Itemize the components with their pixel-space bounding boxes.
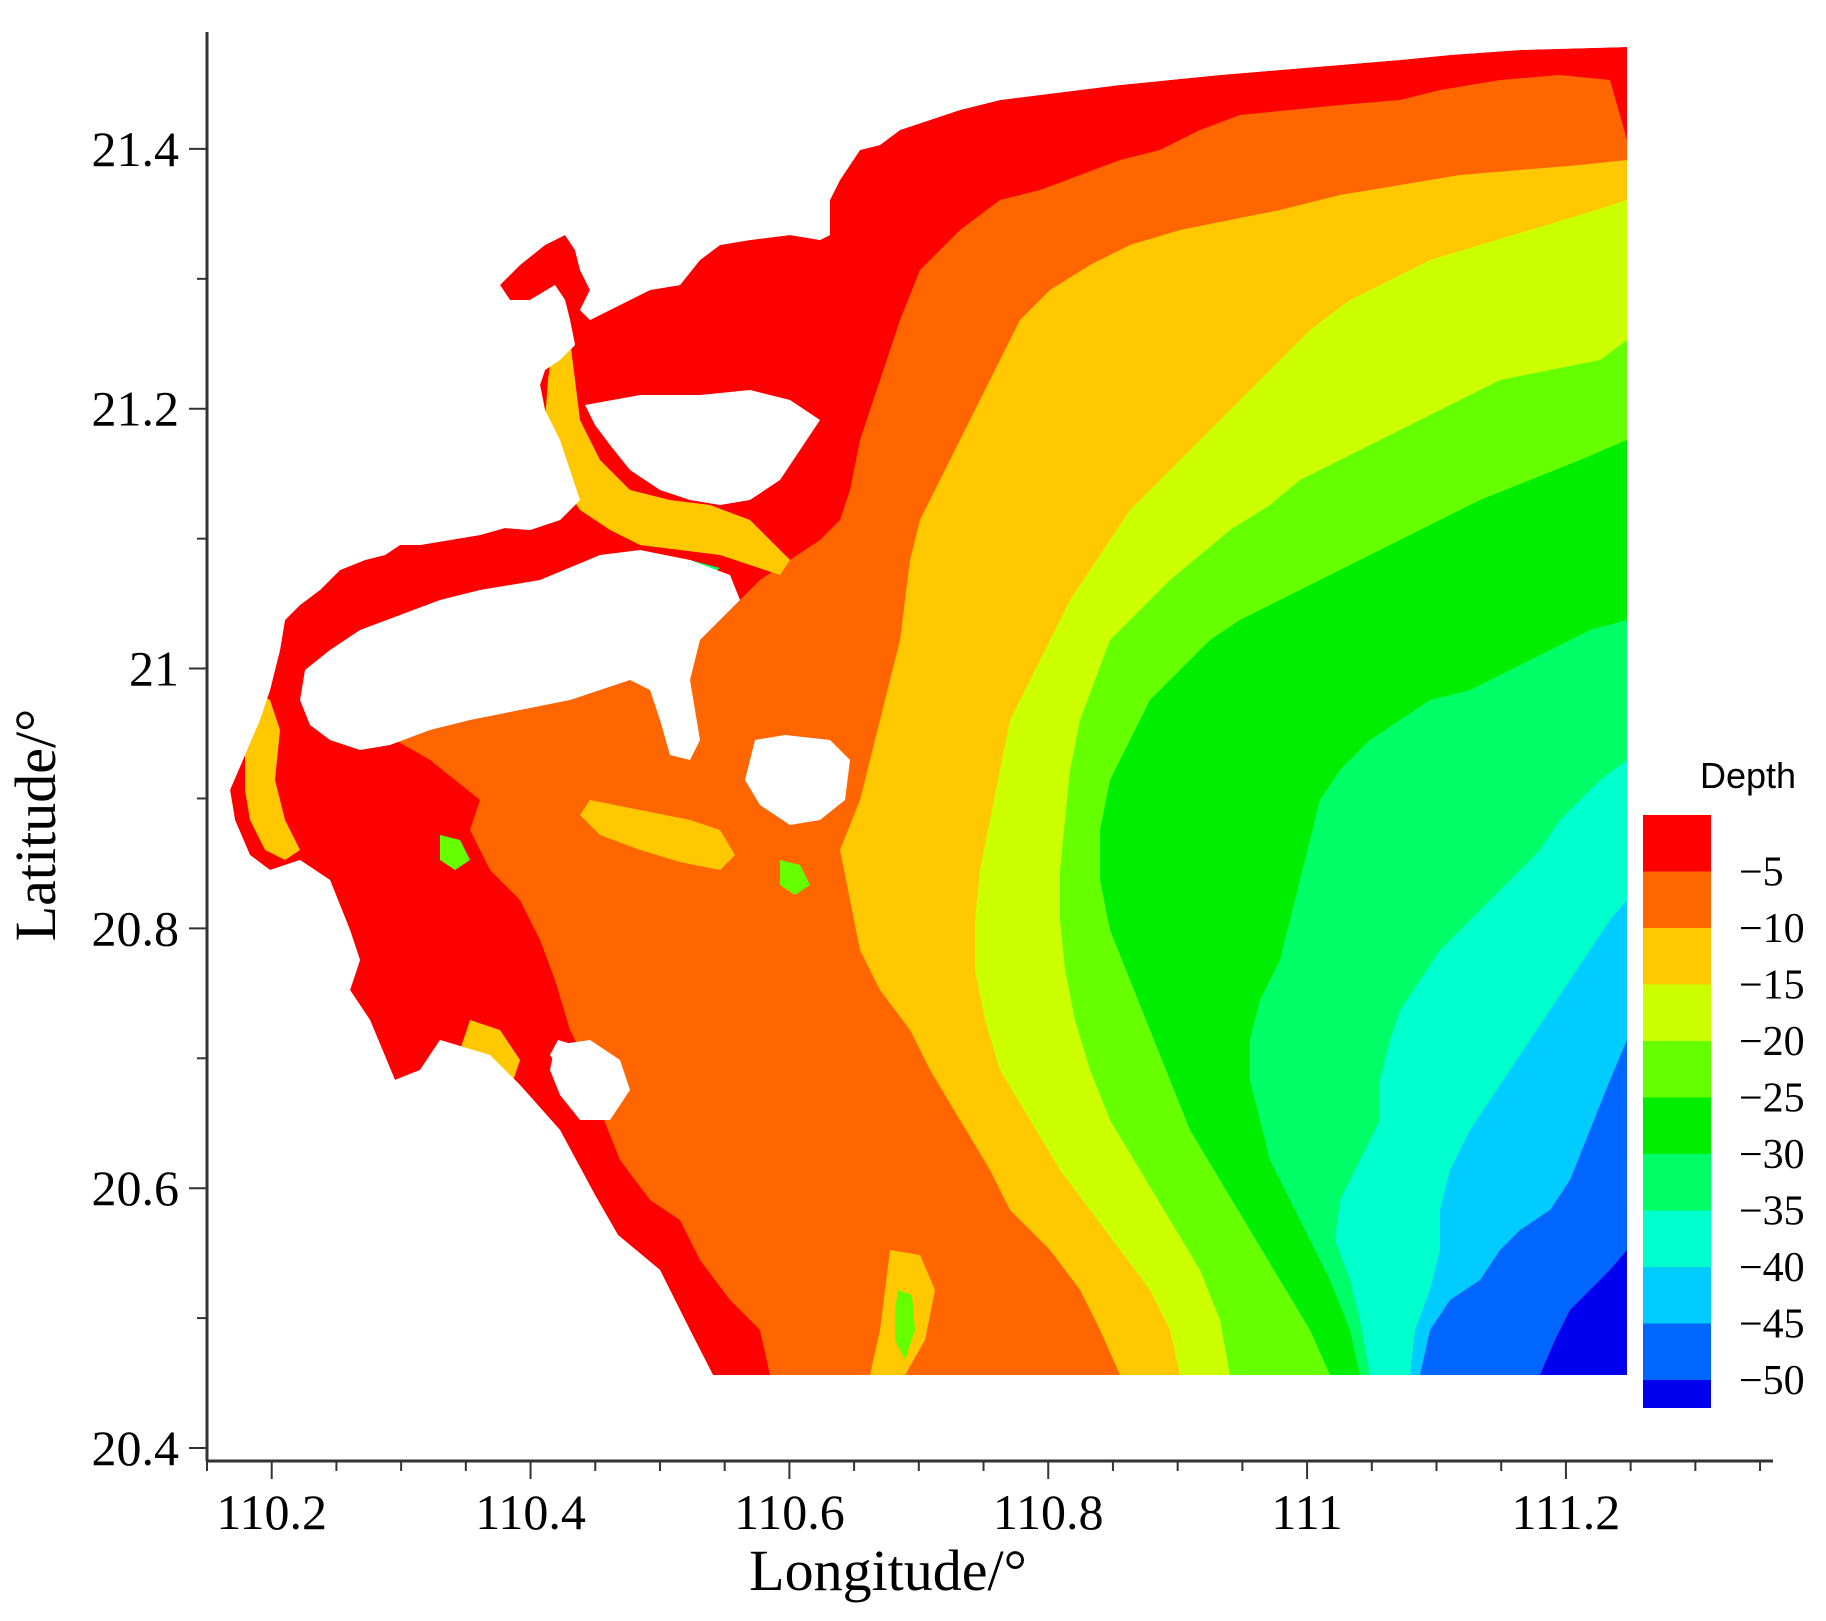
contour-band-deepest (1540, 1250, 1627, 1375)
legend-label: −40 (1739, 1245, 1805, 1291)
x-axis-title: Longitude/° (749, 1538, 1027, 1603)
legend-swatch (1643, 1154, 1711, 1211)
legend-swatch (1643, 928, 1711, 985)
shoal-green-2 (780, 860, 810, 895)
y-tick-label: 21 (129, 641, 179, 697)
y-tick-label: 21.2 (92, 381, 180, 437)
channel-south-green (895, 1290, 915, 1360)
y-axis-title: Latitude/° (3, 709, 68, 942)
x-tick-label: 110.8 (993, 1484, 1104, 1540)
y-tick-label: 20.8 (92, 900, 180, 956)
legend-label: −30 (1739, 1132, 1805, 1178)
x-tick-label: 111 (1271, 1484, 1342, 1540)
x-tick-label: 111.2 (1512, 1484, 1621, 1540)
channel-feature (545, 320, 790, 575)
land-island-central (300, 550, 740, 760)
depth-legend: Depth −5 −10 −15 −20 −25 −30 −35 −40 −45 −50 (1643, 755, 1805, 1408)
legend-swatch (1643, 984, 1711, 1042)
legend-swatch (1643, 815, 1711, 872)
contour-band-50 (1420, 1040, 1627, 1375)
y-tick-label: 20.6 (92, 1160, 180, 1216)
legend-swatch (1643, 871, 1711, 929)
legend-label: −50 (1739, 1358, 1805, 1404)
legend-swatch-bottom (1643, 1380, 1711, 1408)
y-tick-label: 20.4 (92, 1420, 180, 1476)
y-tick-label: 21.4 (92, 121, 180, 177)
legend-swatch (1643, 1323, 1711, 1381)
land-west (0, 0, 1627, 1621)
shoal-feature (580, 800, 735, 870)
depth-contour-field (0, 0, 1627, 1621)
x-tick-label: 110.2 (216, 1484, 327, 1540)
y-ticks: 20.4 20.6 20.8 21 21.2 21.4 (92, 121, 207, 1476)
legend-swatch (1643, 1097, 1711, 1155)
legend-label: −15 (1739, 963, 1805, 1009)
legend-swatch (1643, 1267, 1711, 1324)
land-island-north (585, 390, 820, 505)
shoal-green (440, 835, 470, 870)
legend-swatches: −5 −10 −15 −20 −25 −30 −35 −40 −45 −50 (1643, 815, 1805, 1408)
legend-label: −45 (1739, 1302, 1805, 1348)
legend-label: −10 (1739, 906, 1805, 952)
legend-label: −25 (1739, 1076, 1805, 1122)
legend-label: −20 (1739, 1019, 1805, 1065)
x-tick-label: 110.6 (734, 1484, 845, 1540)
x-tick-label: 110.4 (475, 1484, 586, 1540)
legend-title: Depth (1700, 755, 1796, 796)
land-islet-small (550, 1040, 575, 1070)
x-ticks: 110.2 110.4 110.6 110.8 111 111.2 (206, 1461, 1762, 1540)
land-islet (745, 735, 850, 825)
legend-label: −5 (1739, 850, 1784, 896)
axes: 110.2 110.4 110.6 110.8 111 111.2 20.420.620.… (92, 32, 1773, 1540)
legend-swatch (1643, 1210, 1711, 1268)
estuary-feature (245, 690, 300, 860)
legend-swatch (1643, 1041, 1711, 1098)
legend-label: −35 (1739, 1189, 1805, 1235)
